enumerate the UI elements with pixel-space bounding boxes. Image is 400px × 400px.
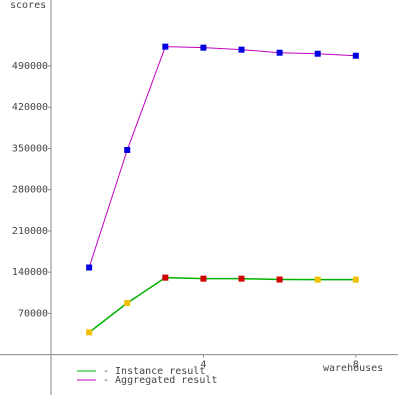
- series-line: [88, 276, 356, 333]
- x-tick-label: 4: [200, 360, 206, 371]
- data-point: [238, 275, 245, 282]
- legend-label: - Aggregated result: [103, 375, 217, 386]
- x-tick-label: 8: [353, 360, 359, 371]
- data-point: [162, 274, 169, 281]
- data-point: [314, 50, 321, 57]
- data-point: [314, 276, 321, 283]
- y-tick-label: 210000: [12, 226, 48, 237]
- data-point: [86, 264, 93, 271]
- data-point: [276, 49, 283, 56]
- x-axis-label: warehouses: [323, 363, 383, 374]
- y-axis-label: scores: [10, 0, 46, 11]
- y-tick-label: 280000: [12, 185, 48, 196]
- series-line: [88, 46, 356, 268]
- data-point: [124, 146, 131, 153]
- data-point: [200, 44, 207, 51]
- data-point: [276, 276, 283, 283]
- data-point: [200, 275, 207, 282]
- data-point: [352, 276, 359, 283]
- data-point: [352, 52, 359, 59]
- data-point: [124, 299, 131, 306]
- y-tick-label: 140000: [12, 267, 48, 278]
- y-tick-label: 70000: [18, 308, 48, 319]
- data-point: [162, 43, 169, 50]
- y-tick-label: 490000: [12, 61, 48, 72]
- data-point: [238, 46, 245, 53]
- y-tick-label: 420000: [12, 102, 48, 113]
- data-point: [86, 329, 93, 336]
- y-tick-label: 350000: [12, 143, 48, 154]
- legend-label: - Instance result: [103, 366, 205, 377]
